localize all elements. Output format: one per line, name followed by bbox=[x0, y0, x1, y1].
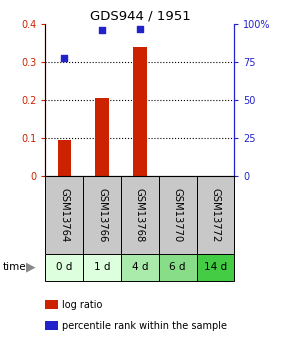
Text: 0 d: 0 d bbox=[56, 263, 72, 272]
Text: 14 d: 14 d bbox=[204, 263, 227, 272]
Point bbox=[138, 26, 142, 31]
Bar bbox=[197, 254, 234, 281]
Text: ▶: ▶ bbox=[26, 261, 35, 274]
Text: GSM13766: GSM13766 bbox=[97, 188, 107, 242]
Bar bbox=[121, 254, 159, 281]
Text: GSM13770: GSM13770 bbox=[173, 188, 183, 242]
Text: 6 d: 6 d bbox=[169, 263, 186, 272]
Text: GSM13764: GSM13764 bbox=[59, 188, 69, 242]
Text: time: time bbox=[3, 263, 27, 272]
Bar bbox=[45, 254, 83, 281]
Point bbox=[100, 28, 105, 33]
Text: log ratio: log ratio bbox=[62, 300, 102, 310]
Title: GDS944 / 1951: GDS944 / 1951 bbox=[90, 10, 190, 23]
Text: percentile rank within the sample: percentile rank within the sample bbox=[62, 321, 226, 331]
Bar bbox=[159, 254, 197, 281]
Bar bbox=[197, 176, 234, 254]
Bar bbox=[45, 176, 83, 254]
Bar bbox=[58, 140, 71, 176]
Text: 1 d: 1 d bbox=[94, 263, 110, 272]
Bar bbox=[96, 98, 109, 176]
Text: 4 d: 4 d bbox=[132, 263, 148, 272]
Point bbox=[62, 55, 67, 60]
Bar bbox=[133, 47, 146, 176]
Bar bbox=[159, 176, 197, 254]
Text: GSM13768: GSM13768 bbox=[135, 188, 145, 242]
Bar bbox=[83, 254, 121, 281]
Bar bbox=[121, 176, 159, 254]
Text: GSM13772: GSM13772 bbox=[210, 188, 221, 242]
Bar bbox=[83, 176, 121, 254]
